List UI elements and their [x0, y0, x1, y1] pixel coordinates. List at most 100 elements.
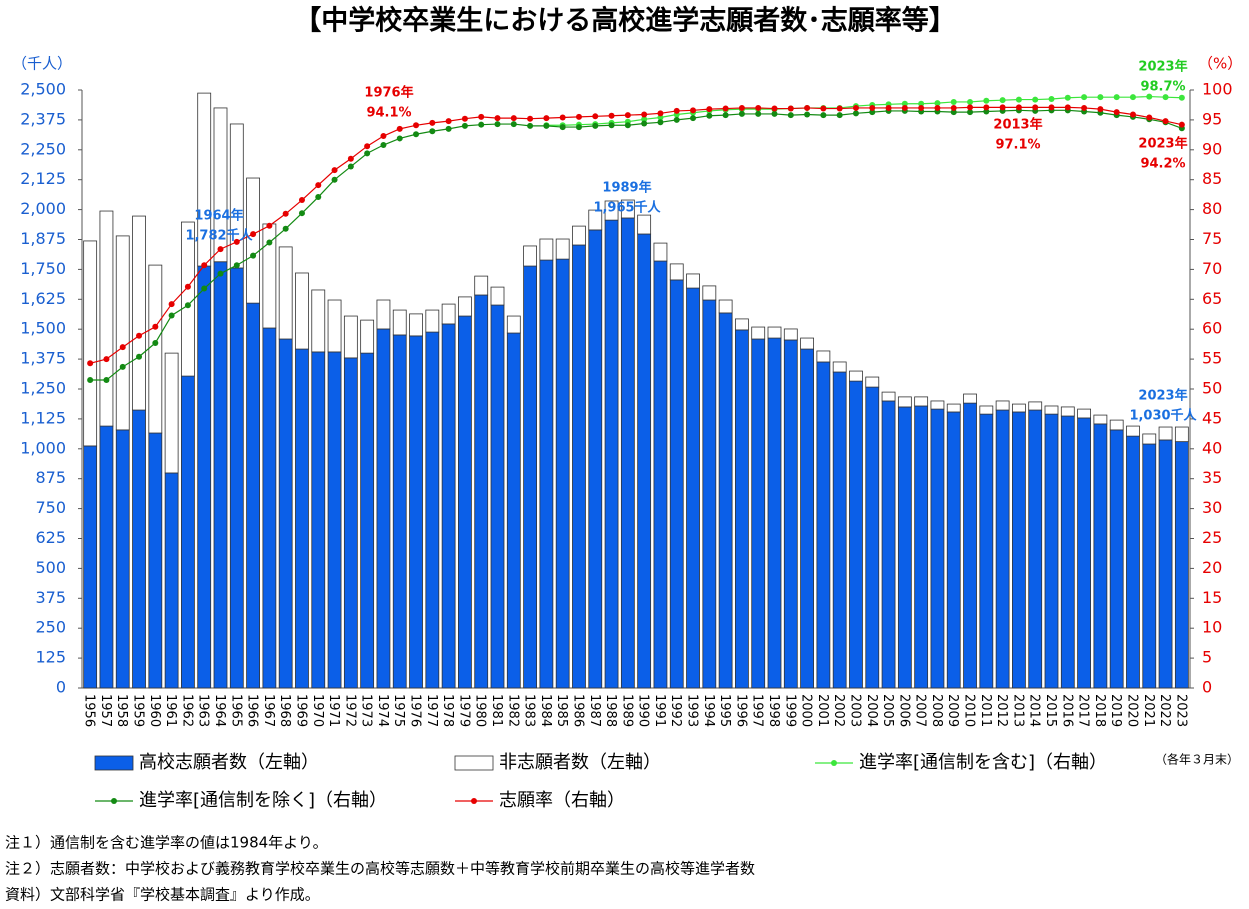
series-point	[347, 155, 354, 162]
series-point	[934, 100, 941, 107]
y-tick-label: 875	[35, 468, 66, 487]
x-tick-label: 1984	[538, 694, 553, 727]
y-tick-label: 1,250	[20, 379, 66, 398]
x-tick-label: 1957	[98, 694, 113, 727]
series-point	[1178, 94, 1185, 101]
x-tick-label: 2021	[1141, 694, 1156, 727]
series-point	[396, 125, 403, 132]
bar	[506, 332, 521, 689]
x-tick-label: 1958	[114, 694, 129, 727]
series-point	[592, 113, 599, 120]
series-point	[641, 116, 648, 123]
legend-label: 進学率[通信制を含む]（右軸）	[859, 752, 1107, 773]
series-point	[103, 356, 110, 363]
x-tick-label: 1972	[342, 694, 357, 727]
y-tick-label: 1,125	[20, 408, 66, 427]
bar	[832, 361, 847, 373]
series-point	[396, 135, 403, 142]
x-tick-label: 1968	[277, 694, 292, 727]
series-point	[608, 112, 615, 119]
bar	[702, 285, 717, 301]
x-tick-label: 1956	[82, 694, 97, 727]
series-point	[950, 98, 957, 105]
series-point	[1146, 114, 1153, 121]
bar	[1077, 408, 1091, 419]
x-tick-label: 1963	[196, 694, 211, 727]
x-tick-label: 1997	[750, 694, 765, 727]
bar	[979, 405, 994, 415]
bar	[588, 229, 603, 689]
bar	[637, 233, 652, 689]
bar	[604, 200, 619, 221]
annotation: 1964年	[194, 208, 243, 224]
x-tick-label: 2008	[929, 694, 944, 727]
series-point	[1097, 94, 1104, 101]
y2-unit-label: （%）	[1198, 55, 1242, 73]
x-tick-label: 1966	[245, 694, 260, 727]
x-tick-label: 2020	[1124, 694, 1139, 727]
series-point	[510, 115, 517, 122]
bar	[816, 361, 831, 689]
y2-tick-label: 35	[1202, 468, 1222, 487]
y2-tick-label: 15	[1202, 588, 1222, 607]
series-point	[87, 377, 94, 384]
legend-swatch	[454, 755, 494, 771]
annotation: 2023年	[1138, 59, 1187, 75]
bar	[783, 339, 798, 689]
bar	[295, 348, 309, 689]
bar	[1174, 426, 1189, 443]
y2-tick-label: 55	[1202, 349, 1222, 368]
series-point	[836, 112, 843, 119]
series-point	[1113, 109, 1120, 116]
bar	[409, 313, 423, 337]
bar	[523, 245, 537, 267]
x-tick-label: 1970	[310, 694, 325, 727]
series-point	[592, 122, 599, 129]
bar	[83, 445, 98, 689]
bar	[1109, 419, 1124, 431]
bar	[213, 261, 228, 689]
series-point	[1113, 94, 1120, 101]
bar	[278, 246, 293, 340]
bar	[751, 338, 766, 689]
x-tick-label: 2011	[978, 694, 993, 727]
series-point	[478, 113, 485, 120]
series-point	[1032, 96, 1039, 103]
bar	[1028, 401, 1043, 411]
x-tick-label: 2016	[1059, 694, 1074, 727]
bar	[99, 210, 114, 427]
x-tick-label: 2014	[1027, 694, 1042, 727]
series-point	[1146, 93, 1153, 100]
x-tick-label: 2006	[896, 694, 911, 727]
bar	[718, 299, 733, 314]
x-tick-label: 1960	[147, 694, 162, 727]
bar	[458, 315, 472, 689]
annotation: 2013年	[993, 117, 1042, 133]
bar	[849, 370, 863, 382]
bar	[523, 265, 537, 689]
series-point	[771, 110, 778, 117]
bar	[311, 289, 326, 353]
bar	[441, 323, 456, 689]
y2-tick-label: 45	[1202, 408, 1222, 427]
series-point	[543, 115, 550, 122]
x-tick-label: 2019	[1108, 694, 1123, 727]
annotation: 97.1%	[995, 138, 1040, 153]
series-point	[657, 114, 664, 121]
bar	[148, 432, 163, 689]
series-point	[380, 142, 387, 149]
bar	[197, 265, 212, 689]
bar	[1060, 406, 1075, 417]
bar	[164, 472, 179, 689]
y2-tick-label: 50	[1202, 379, 1222, 398]
bar	[1077, 417, 1091, 689]
series-point	[901, 100, 908, 107]
bar	[865, 376, 880, 388]
series-point	[282, 225, 289, 232]
y2-tick-label: 30	[1202, 498, 1222, 517]
series-point	[282, 210, 289, 217]
bar	[1093, 423, 1108, 689]
chart-title: 【中学校卒業生における高校進学志願者数･志願率等】	[294, 5, 956, 37]
series-point	[999, 97, 1006, 104]
series-point	[967, 98, 974, 105]
